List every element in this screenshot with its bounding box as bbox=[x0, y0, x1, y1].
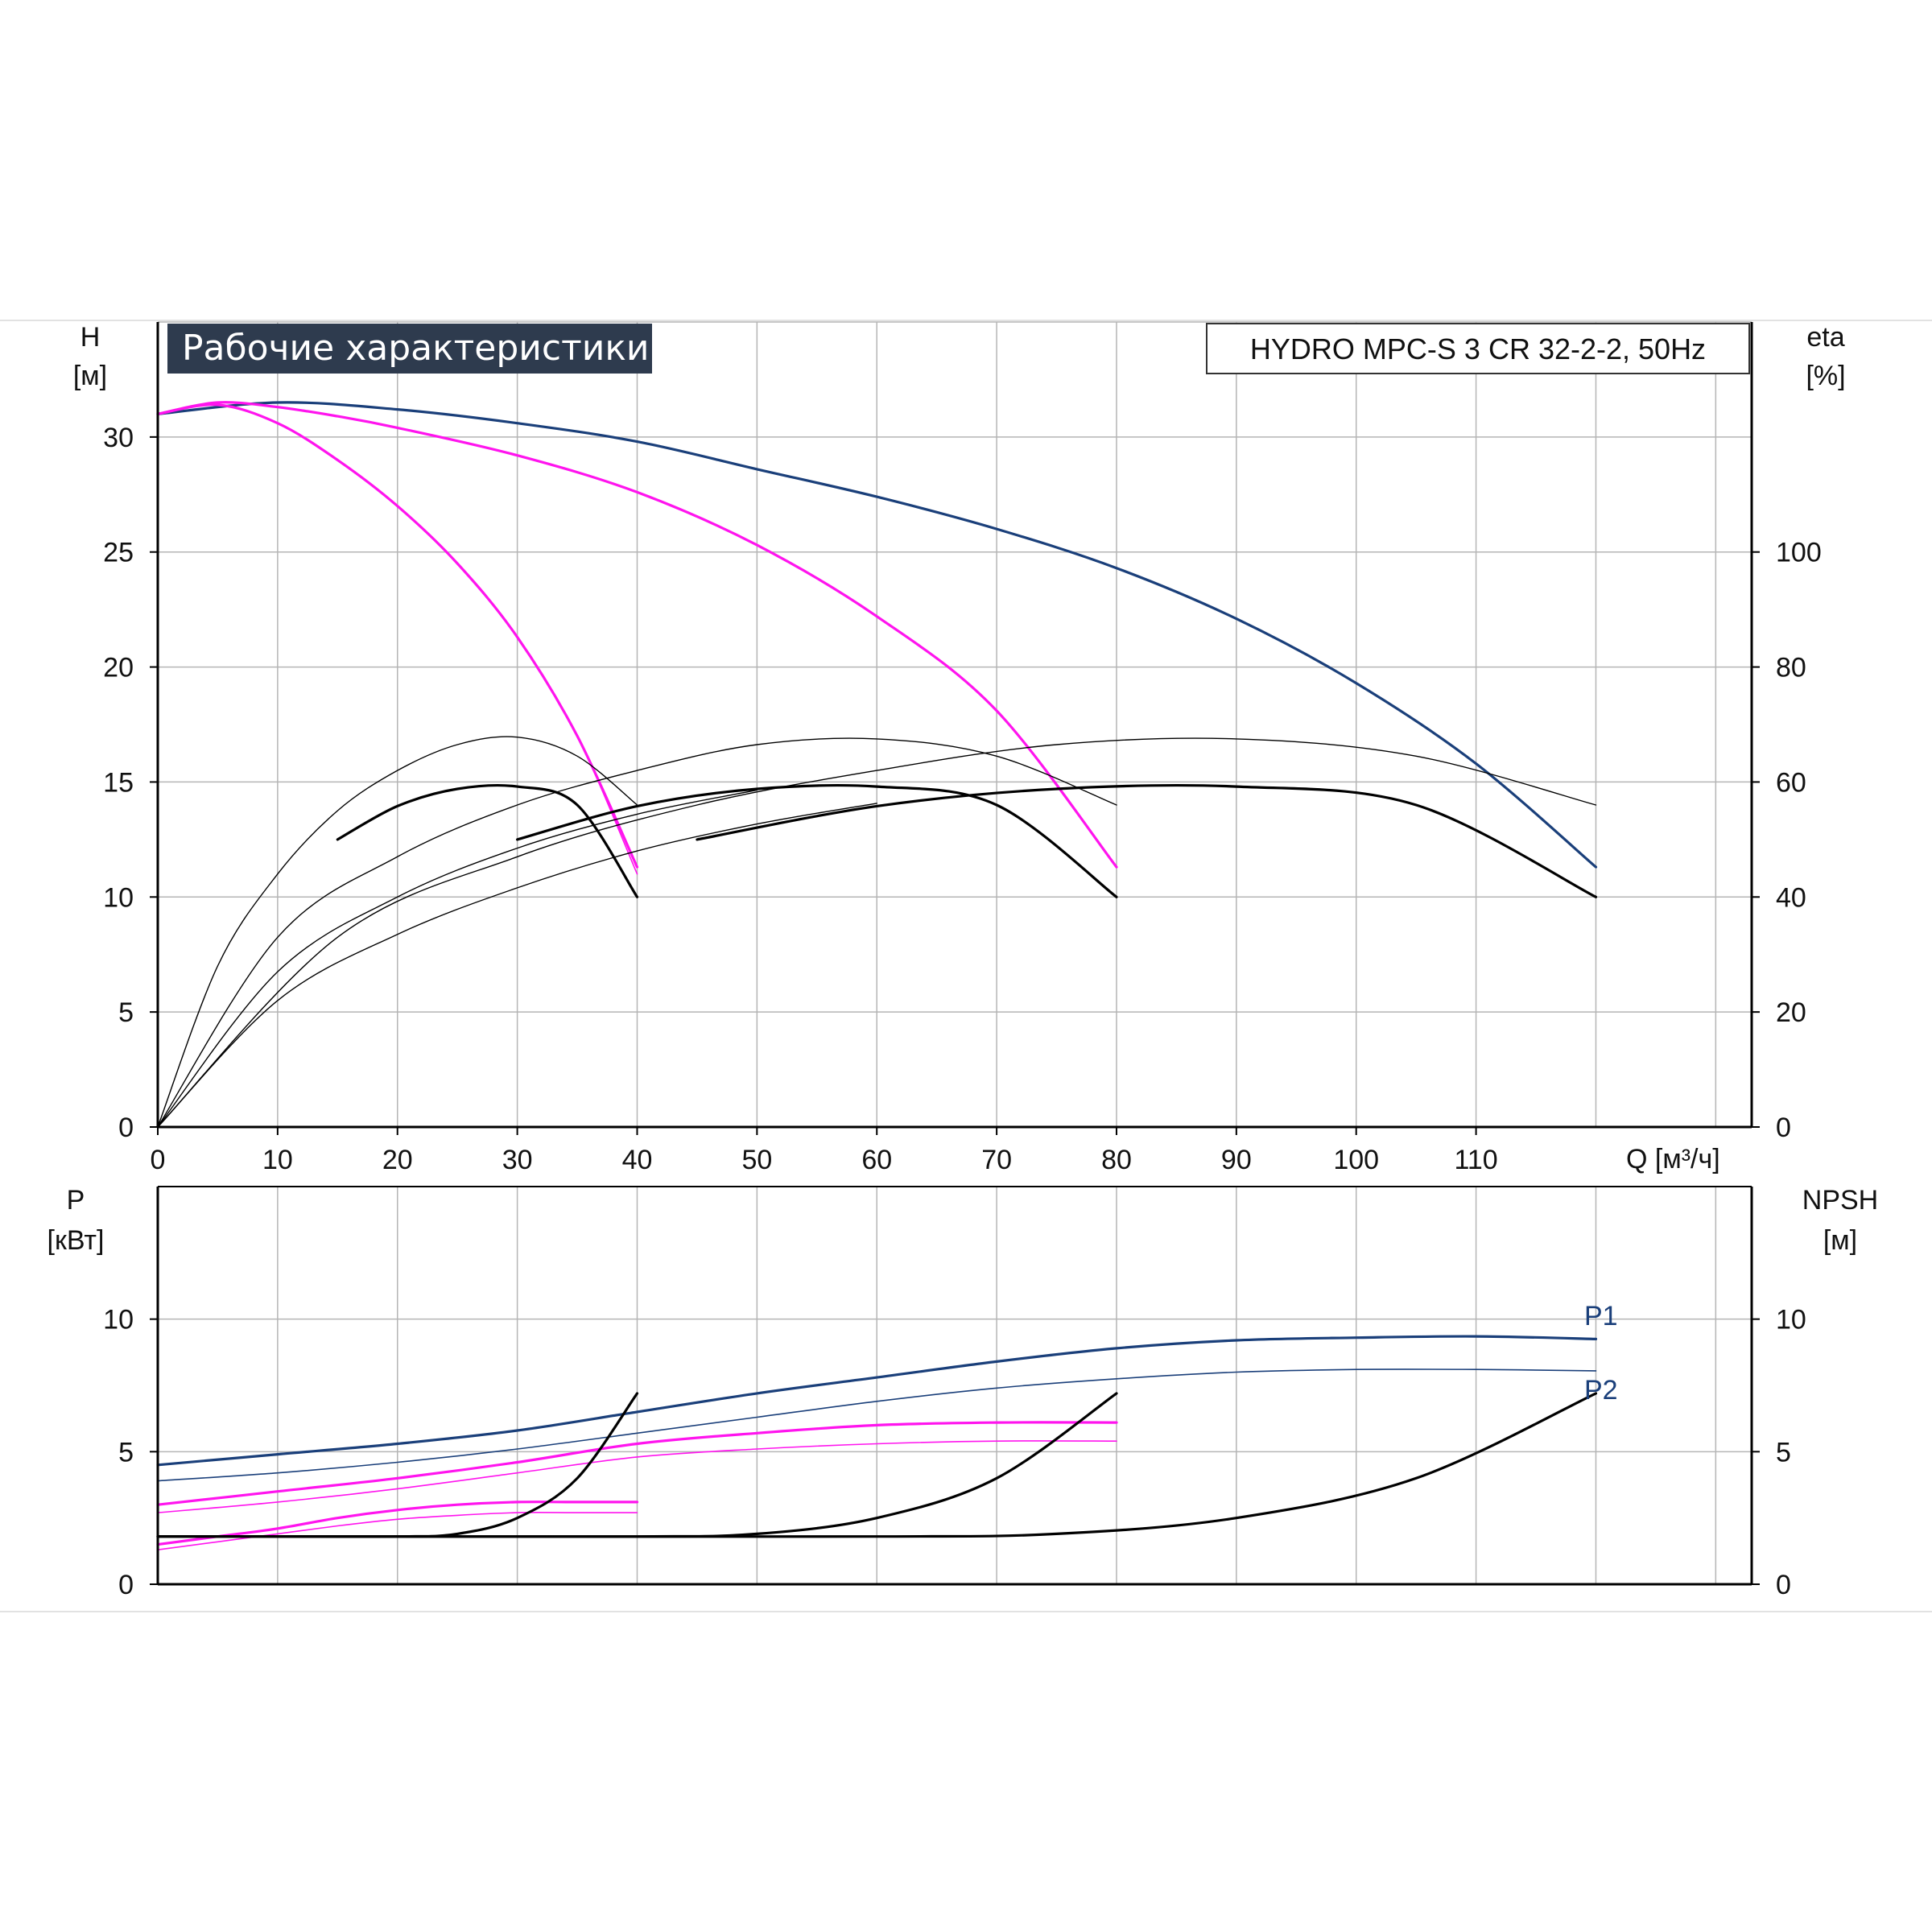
npsh-tick-label: 5 bbox=[1776, 1437, 1791, 1468]
head-eta-curve-5 bbox=[157, 736, 638, 1128]
bottom-series bbox=[156, 1335, 1598, 1550]
p-tick-label: 10 bbox=[103, 1305, 134, 1335]
power-npsh-p1-curve bbox=[156, 1335, 1598, 1467]
x-tick-label: 70 bbox=[981, 1145, 1012, 1175]
model-box bbox=[1206, 323, 1750, 374]
power-npsh-curve-4 bbox=[157, 1440, 1117, 1513]
x-tick-label: 110 bbox=[1454, 1145, 1497, 1175]
x-tick-label: 0 bbox=[151, 1145, 166, 1175]
y-left-tick-label: 30 bbox=[103, 423, 134, 453]
y-left-tick-label: 20 bbox=[103, 653, 134, 683]
x-tick-label: 50 bbox=[741, 1145, 772, 1175]
head-eta-curve-11 bbox=[157, 789, 758, 1128]
x-tick-label: 20 bbox=[382, 1145, 413, 1175]
x-tick-label: 30 bbox=[502, 1145, 533, 1175]
top-axes bbox=[156, 322, 1753, 1129]
y-right-tick-label: 60 bbox=[1776, 767, 1806, 798]
head-eta-curve-6 bbox=[336, 783, 639, 898]
p-tick-label: 5 bbox=[118, 1437, 134, 1468]
y-right-label-bottom: NPSH bbox=[1802, 1185, 1878, 1216]
head-eta-curve-9 bbox=[157, 737, 1597, 1128]
y-right-tick-label: 80 bbox=[1776, 653, 1806, 683]
power-npsh-curve-3 bbox=[156, 1421, 1118, 1506]
chart-title: Рабочие характеристики bbox=[182, 328, 650, 369]
tick-labels: 0 10 20 30 40 50 60 70 80 90 100 110051015202530020… bbox=[103, 423, 1822, 1600]
y-left-label-top: H bbox=[80, 322, 101, 353]
y-right-tick-label: 20 bbox=[1776, 997, 1806, 1028]
title-box bbox=[167, 324, 652, 374]
head-eta-curve-4 bbox=[157, 403, 638, 875]
head-eta-curve-7 bbox=[157, 737, 1117, 1128]
y-right-label-top: eta bbox=[1806, 322, 1844, 353]
top-grid bbox=[157, 321, 1752, 1128]
x-tick-label: 100 bbox=[1333, 1145, 1379, 1175]
npsh-tick-label: 10 bbox=[1776, 1305, 1806, 1335]
y-right-tick-label: 0 bbox=[1776, 1113, 1791, 1143]
legend-p1: P1 bbox=[1584, 1301, 1618, 1331]
x-tick-label: 40 bbox=[622, 1145, 653, 1175]
bottom-axes bbox=[156, 1186, 1753, 1586]
legend-p2: P2 bbox=[1584, 1375, 1618, 1406]
x-tick-label: 80 bbox=[1101, 1145, 1132, 1175]
y-left-tick-label: 5 bbox=[118, 997, 134, 1028]
power-npsh-curve-9 bbox=[156, 1392, 1598, 1538]
y-left-tick-label: 0 bbox=[118, 1113, 134, 1143]
head-eta-curve-10 bbox=[696, 783, 1598, 898]
power-npsh-curve-5 bbox=[156, 1501, 639, 1546]
head-eta-curve-8 bbox=[516, 783, 1118, 898]
npsh-tick-label: 0 bbox=[1776, 1570, 1791, 1600]
x-axis-label: Q [м³/ч] bbox=[1626, 1144, 1720, 1174]
power-npsh-curve-6 bbox=[157, 1512, 638, 1550]
model-label: HYDRO MPC-S 3 CR 32-2-2, 50Hz bbox=[1250, 332, 1706, 365]
y-right-tick-label: 100 bbox=[1776, 538, 1822, 568]
bottom-grid bbox=[157, 1186, 1752, 1585]
y-right-tick-label: 40 bbox=[1776, 882, 1806, 913]
head-eta-curve-12 bbox=[157, 803, 877, 1128]
y-left-unit-bottom: [кВт] bbox=[47, 1225, 105, 1256]
p-tick-label: 0 bbox=[118, 1570, 134, 1600]
head-eta-curve-1 bbox=[156, 401, 1598, 869]
y-left-tick-label: 25 bbox=[103, 538, 134, 568]
top-series bbox=[156, 401, 1598, 1128]
y-left-tick-label: 15 bbox=[103, 767, 134, 798]
x-tick-label: 90 bbox=[1221, 1145, 1252, 1175]
x-tick-label: 10 bbox=[262, 1145, 293, 1175]
y-left-label-bottom: P bbox=[67, 1185, 85, 1216]
y-right-unit-bottom: [м] bbox=[1823, 1225, 1857, 1256]
y-left-tick-label: 10 bbox=[103, 882, 134, 913]
y-left-unit-top: [м] bbox=[73, 361, 107, 391]
head-eta-curve-2 bbox=[156, 401, 1118, 869]
x-tick-label: 60 bbox=[861, 1145, 892, 1175]
y-right-unit-top: [%] bbox=[1806, 361, 1845, 391]
power-npsh-p2-curve bbox=[157, 1368, 1597, 1482]
